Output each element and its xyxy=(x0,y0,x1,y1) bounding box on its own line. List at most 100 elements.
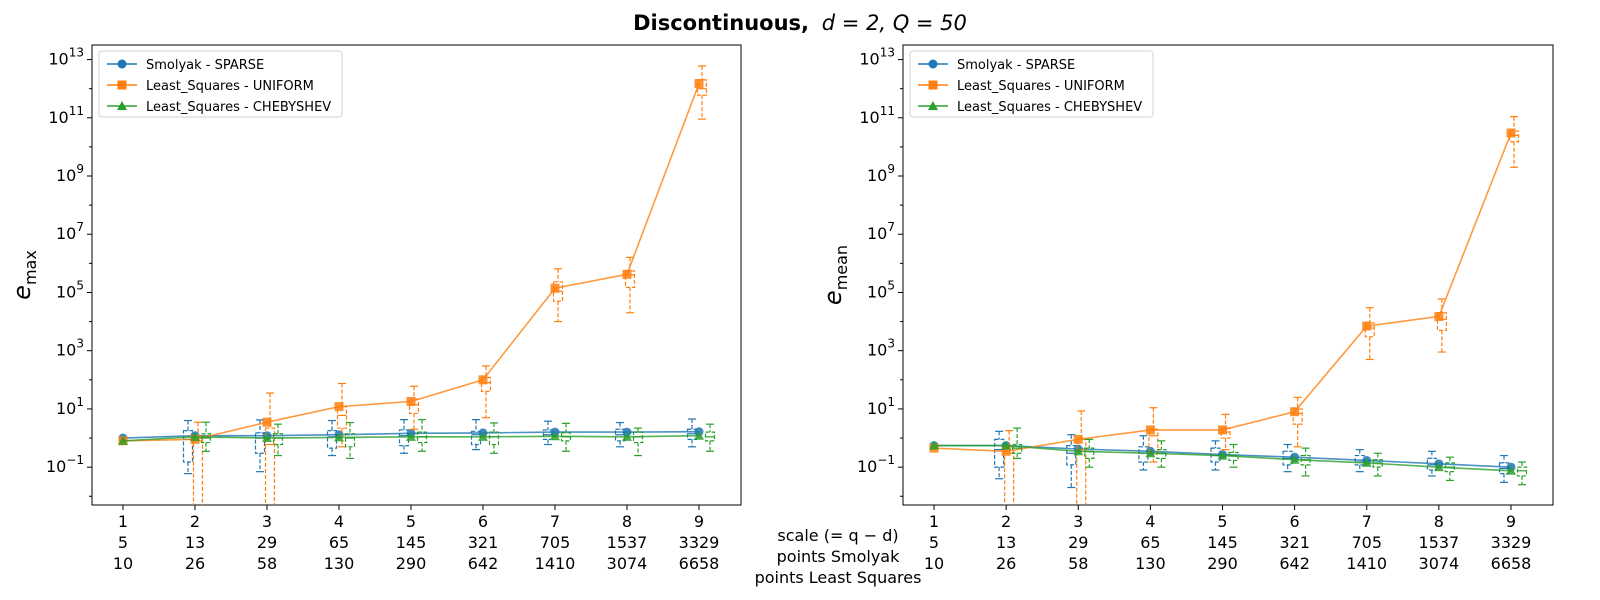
data-point xyxy=(1145,448,1156,458)
data-point xyxy=(190,431,200,441)
data-point xyxy=(1433,462,1444,472)
x-tick-label-smolyak: 29 xyxy=(1068,533,1088,552)
x-tick-label-scale: 4 xyxy=(334,512,344,531)
y-tick-label: 109 xyxy=(867,162,895,185)
x-tick-label-scale: 4 xyxy=(1145,512,1155,531)
x-tick-label-scale: 9 xyxy=(694,512,704,531)
data-point xyxy=(334,402,344,412)
data-point xyxy=(1434,311,1444,321)
box-plot xyxy=(1516,461,1528,486)
data-point xyxy=(1506,128,1516,138)
x-tick-label-scale: 8 xyxy=(622,512,632,531)
box-plot xyxy=(200,421,212,452)
x-tick-label-least-squares: 3074 xyxy=(607,554,648,573)
series-2 xyxy=(929,427,1528,486)
x-tick-label-least-squares: 6658 xyxy=(679,554,720,573)
data-point xyxy=(1290,407,1300,417)
data-point xyxy=(1362,321,1372,331)
data-point xyxy=(478,431,488,441)
x-tick-label-least-squares: 642 xyxy=(1279,554,1310,573)
y-tick-label: 105 xyxy=(56,278,84,301)
y-tick-label: 101 xyxy=(56,395,84,418)
x-tick-label-smolyak: 29 xyxy=(257,533,277,552)
legend-label: Least_Squares - UNIFORM xyxy=(957,79,1125,94)
y-tick-label: 1011 xyxy=(48,104,84,127)
box-body xyxy=(488,431,500,446)
x-tick-label-least-squares: 10 xyxy=(924,554,944,573)
data-point xyxy=(929,440,939,450)
plot-area xyxy=(118,65,716,505)
box-body xyxy=(272,433,284,446)
legend-label: Least_Squares - CHEBYSHEV xyxy=(146,100,331,115)
y-tick-label: 101 xyxy=(867,395,895,418)
box-body xyxy=(344,433,356,448)
legend: Smolyak - SPARSE Least_Squares - UNIFORM L… xyxy=(98,50,343,118)
legend: Smolyak - SPARSE Least_Squares - UNIFORM L… xyxy=(909,50,1154,118)
data-point xyxy=(550,283,560,293)
box-body xyxy=(326,430,338,449)
y-tick-label: 10−1 xyxy=(857,453,895,476)
plot-area xyxy=(929,115,1528,505)
box-body xyxy=(182,430,194,463)
x-tick-label-least-squares: 58 xyxy=(257,554,277,573)
y-axis-label: emean xyxy=(819,245,851,305)
y-tick-label: 105 xyxy=(867,278,895,301)
y-tick-label: 1013 xyxy=(48,46,84,69)
data-point xyxy=(262,417,272,427)
x-tick-label-scale: 9 xyxy=(1506,512,1516,531)
x-tick-label-scale: 3 xyxy=(1073,512,1083,531)
box-body xyxy=(192,435,204,505)
x-tick-label-scale: 1 xyxy=(118,512,128,531)
box-plot xyxy=(264,392,276,505)
legend-label: Least_Squares - CHEBYSHEV xyxy=(957,100,1142,115)
box-body xyxy=(1004,446,1015,505)
x-tick-label-least-squares: 10 xyxy=(113,554,133,573)
legend-marker xyxy=(928,101,938,110)
x-tick-label-scale: 8 xyxy=(1434,512,1444,531)
legend-label: Smolyak - SPARSE xyxy=(146,58,264,73)
box-plot xyxy=(398,418,410,454)
y-tick-label: 1011 xyxy=(859,104,895,127)
box-body xyxy=(1436,312,1447,331)
x-tick-label-scale: 2 xyxy=(1001,512,1011,531)
x-tick-label-least-squares: 130 xyxy=(1135,554,1166,573)
y-tick-label: 107 xyxy=(56,220,84,243)
legend-marker xyxy=(117,59,127,69)
data-point xyxy=(694,79,704,89)
data-point xyxy=(1073,434,1083,444)
panel-1: 10−1 101 103 105 107 109 1011 1013 emax 1 5 10 2 13 26… xyxy=(8,44,742,573)
panel-2: 10−1 101 103 105 107 109 1011 1013 emean 1 5 10 2 13 2… xyxy=(819,44,1554,573)
data-point xyxy=(406,396,416,406)
x-tick-label-smolyak: 5 xyxy=(929,533,939,552)
y-tick-label: 10−1 xyxy=(46,453,84,476)
box-body xyxy=(408,398,420,415)
x-tick-label-scale: 2 xyxy=(190,512,200,531)
x-tick-label-least-squares: 26 xyxy=(996,554,1016,573)
x-tick-label-scale: 6 xyxy=(478,512,488,531)
legend-marker xyxy=(117,101,127,110)
data-point xyxy=(1073,446,1084,456)
legend-frame xyxy=(909,50,1154,118)
legend-marker xyxy=(928,80,938,90)
x-tick-label-least-squares: 3074 xyxy=(1419,554,1460,573)
data-point xyxy=(1289,454,1300,464)
figure-title-bold: Discontinuous, xyxy=(633,11,809,35)
data-point xyxy=(1001,446,1011,456)
smolyak-row-label: points Smolyak xyxy=(777,547,900,566)
data-point xyxy=(550,431,560,441)
data-point xyxy=(1506,465,1516,475)
x-tick-label-smolyak: 705 xyxy=(1351,533,1382,552)
y-tick-label: 109 xyxy=(56,162,84,185)
data-point xyxy=(622,269,632,279)
least-squares-row-label: points Least Squares xyxy=(755,568,922,587)
legend-label: Least_Squares - UNIFORM xyxy=(146,79,314,94)
legend-marker xyxy=(928,59,938,69)
x-tick-label-smolyak: 13 xyxy=(185,533,205,552)
box-body xyxy=(254,432,266,454)
box-body xyxy=(1076,438,1087,505)
box-plot xyxy=(272,423,284,457)
x-tick-label-smolyak: 1537 xyxy=(1419,533,1460,552)
x-tick-label-smolyak: 145 xyxy=(1207,533,1238,552)
x-tick-label-least-squares: 290 xyxy=(396,554,427,573)
y-axis-label: emax xyxy=(8,250,40,300)
